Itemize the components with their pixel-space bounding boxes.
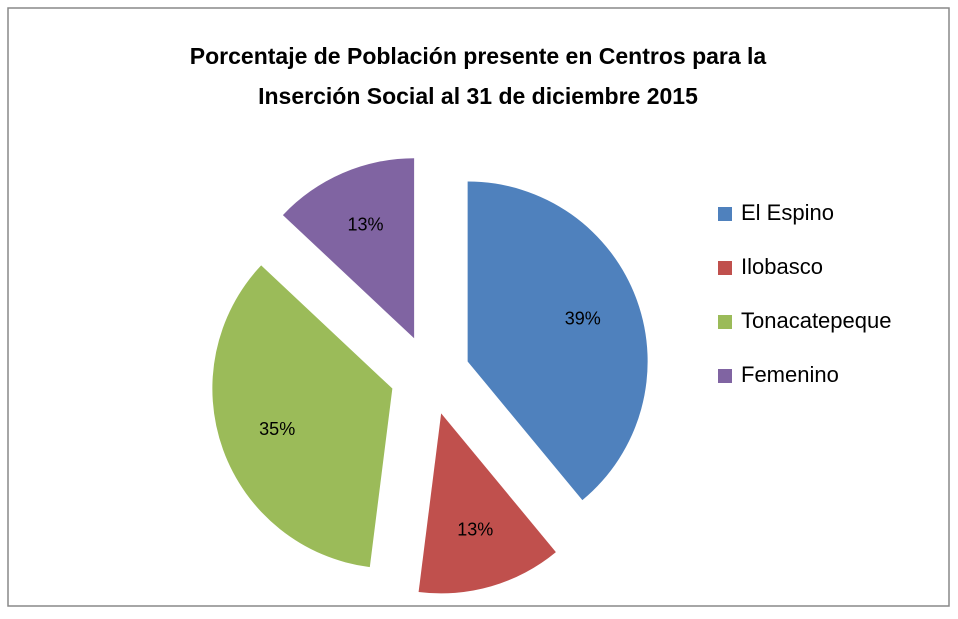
legend-swatch xyxy=(718,207,732,221)
pie-slice xyxy=(418,413,556,594)
legend-label: Ilobasco xyxy=(741,254,823,279)
legend-label: Tonacatepeque xyxy=(741,308,891,333)
data-label: 35% xyxy=(259,419,295,439)
legend-swatch xyxy=(718,369,732,383)
legend-label: Femenino xyxy=(741,362,839,387)
chart-title: Inserción Social al 31 de diciembre 2015 xyxy=(258,83,698,109)
chart-title: Porcentaje de Población presente en Cent… xyxy=(190,43,767,69)
pie-slice xyxy=(467,181,648,501)
data-label: 13% xyxy=(457,520,493,540)
pie-slice xyxy=(212,265,393,568)
legend-swatch xyxy=(718,261,732,275)
legend-swatch xyxy=(718,315,732,329)
data-label: 39% xyxy=(565,309,601,329)
pie-slice xyxy=(282,158,415,339)
legend-label: El Espino xyxy=(741,200,834,225)
data-label: 13% xyxy=(347,215,383,235)
